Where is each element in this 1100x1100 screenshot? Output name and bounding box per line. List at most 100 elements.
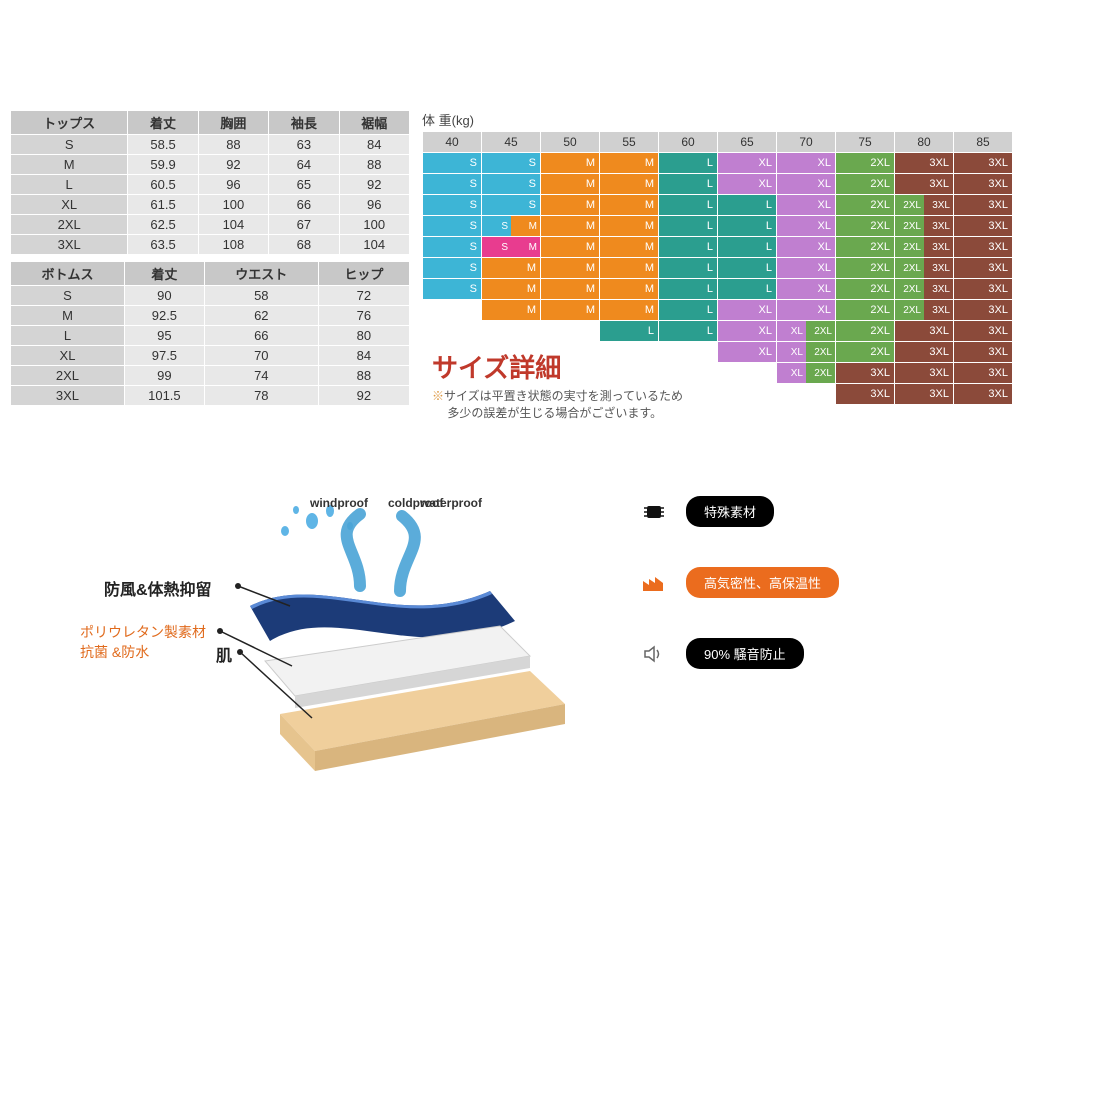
size-cell: L [659, 321, 717, 341]
table-cell: 97.5 [124, 346, 204, 366]
feature-material-label: 特殊素材 [686, 496, 774, 527]
factory-icon [640, 571, 668, 595]
size-cell: M [541, 216, 599, 236]
table-cell: XL [11, 346, 125, 366]
size-cell: 3XL [954, 153, 1012, 173]
col-header: ヒップ [318, 262, 409, 286]
size-cell: L [659, 237, 717, 257]
size-detail-note: ※サイズは平置き状態の実寸を測っているため 多少の誤差が生じる場合がございます。 [432, 387, 806, 421]
size-cell: L [659, 174, 717, 194]
table-cell: 3XL [11, 386, 125, 406]
size-cell: L [600, 321, 658, 341]
table-cell: 88 [339, 155, 409, 175]
measurement-tables: トップス着丈胸囲袖長裾幅 S58.5886384M59.9926488L60.5… [10, 110, 410, 406]
size-cell: XL [777, 174, 835, 194]
weight-label: 体 重(kg) [422, 110, 1090, 129]
size-cell: M [541, 237, 599, 257]
table-cell: S [11, 286, 125, 306]
tops-table: トップス着丈胸囲袖長裾幅 S58.5886384M59.9926488L60.5… [10, 110, 410, 255]
size-cell: 2XL [836, 342, 894, 362]
weight-col: 75 [836, 132, 894, 152]
table-cell: 58 [204, 286, 318, 306]
size-cell: L [659, 216, 717, 236]
size-cell: 3XL [954, 195, 1012, 215]
size-cell: 3XL [836, 384, 894, 404]
size-cell: M [600, 300, 658, 320]
size-cell: XL [777, 279, 835, 299]
size-cell: M [600, 258, 658, 278]
weight-col: 65 [718, 132, 776, 152]
weight-col: 60 [659, 132, 717, 152]
size-cell: XL [777, 216, 835, 236]
table-cell: 72 [318, 286, 409, 306]
table-cell: 63.5 [128, 235, 198, 255]
size-cell: M [482, 300, 540, 320]
table-cell: 96 [339, 195, 409, 215]
col-header: 袖長 [269, 111, 339, 135]
size-cell: M [541, 195, 599, 215]
size-cell: S [423, 237, 481, 257]
table-cell: 78 [204, 386, 318, 406]
size-cell: 3XL [954, 321, 1012, 341]
label-outer: 防風&体熱抑留 [104, 576, 212, 600]
table-cell: 68 [269, 235, 339, 255]
size-cell: M [541, 300, 599, 320]
size-cell: 3XL [954, 363, 1012, 383]
table-cell: M [11, 306, 125, 326]
table-cell: 61.5 [128, 195, 198, 215]
size-cell: 2XL [836, 279, 894, 299]
table-cell: 104 [339, 235, 409, 255]
size-cell: L [718, 279, 776, 299]
size-cell: S [482, 195, 540, 215]
size-cell: 2XL [836, 216, 894, 236]
table-cell: 88 [198, 135, 268, 155]
size-cell: 2XL [836, 174, 894, 194]
size-cell: S [423, 153, 481, 173]
size-detail-block: サイズ詳細 ※サイズは平置き状態の実寸を測っているため 多少の誤差が生じる場合が… [426, 348, 806, 421]
size-cell: 3XL [895, 342, 953, 362]
table-cell: L [11, 175, 128, 195]
size-cell: S [482, 174, 540, 194]
size-cell: M [600, 195, 658, 215]
table-cell: M [11, 155, 128, 175]
table-cell: 2XL [11, 366, 125, 386]
size-cell: M [541, 153, 599, 173]
col-header: 裾幅 [339, 111, 409, 135]
size-cell: M [600, 216, 658, 236]
size-cell: XL [718, 174, 776, 194]
size-cell: S [482, 153, 540, 173]
size-cell: 3XL [954, 237, 1012, 257]
size-cell: XL2XL [777, 321, 835, 341]
table-cell: 92.5 [124, 306, 204, 326]
size-cell: 3XL [954, 258, 1012, 278]
label-poly: ポリウレタン製素材 [80, 622, 206, 642]
table-cell: 101.5 [124, 386, 204, 406]
size-cell [482, 321, 540, 341]
table-cell: 2XL [11, 215, 128, 235]
size-cell: M [541, 174, 599, 194]
size-cell: 3XL [954, 216, 1012, 236]
size-cell: 2XL3XL [895, 258, 953, 278]
size-cell: 3XL [895, 384, 953, 404]
size-cell: S [423, 258, 481, 278]
size-cell: L [659, 258, 717, 278]
table-cell: XL [11, 195, 128, 215]
table-cell: 90 [124, 286, 204, 306]
size-cell: SM [482, 237, 540, 257]
size-cell: XL [718, 153, 776, 173]
weight-col: 85 [954, 132, 1012, 152]
table-cell: 96 [198, 175, 268, 195]
col-header: ボトムス [11, 262, 125, 286]
table-cell: 84 [339, 135, 409, 155]
table-cell: 63 [269, 135, 339, 155]
size-cell: 3XL [895, 321, 953, 341]
table-cell: 59.9 [128, 155, 198, 175]
bottoms-table: ボトムス着丈ウエストヒップ S905872M92.56276L956680XL9… [10, 261, 410, 406]
size-cell: S [423, 279, 481, 299]
size-cell: 3XL [895, 153, 953, 173]
size-cell: M [482, 279, 540, 299]
table-cell: 62 [204, 306, 318, 326]
table-cell: 92 [339, 175, 409, 195]
table-cell: L [11, 326, 125, 346]
material-icon [640, 500, 668, 524]
